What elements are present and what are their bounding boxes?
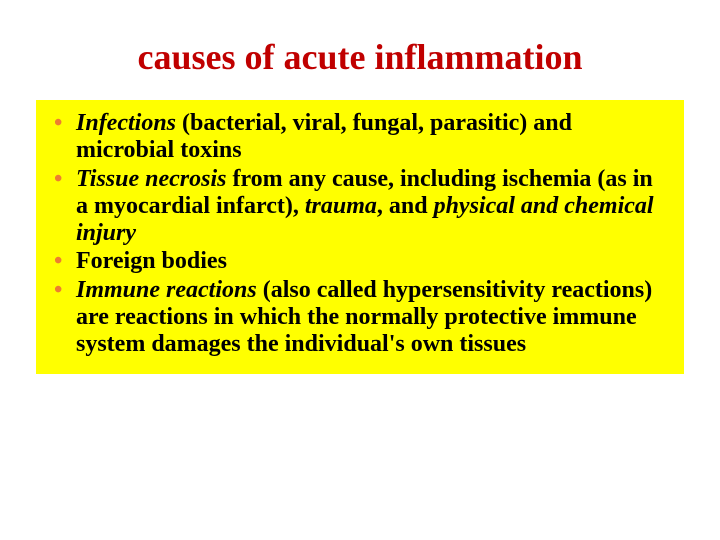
- content-box: Infections (bacterial, viral, fungal, pa…: [36, 100, 684, 374]
- text: , and: [377, 193, 434, 219]
- text-bold-italic: trauma: [305, 193, 377, 219]
- list-item: Tissue necrosis from any cause, includin…: [50, 166, 670, 247]
- slide: causes of acute inflammation Infections …: [0, 0, 720, 540]
- text-bold-italic: Tissue necrosis: [76, 166, 226, 192]
- text-bold-italic: Immune reactions: [76, 277, 257, 303]
- text-bold: Foreign bodies: [76, 248, 227, 274]
- list-item: Infections (bacterial, viral, fungal, pa…: [50, 110, 670, 164]
- text-bold-italic: Infections: [76, 110, 176, 136]
- text: from any cause, including: [226, 166, 502, 192]
- bullet-list: Infections (bacterial, viral, fungal, pa…: [50, 110, 670, 358]
- text-bold: ischemia: [502, 166, 591, 192]
- slide-title: causes of acute inflammation: [0, 0, 720, 100]
- list-item: Foreign bodies: [50, 248, 670, 275]
- list-item: Immune reactions (also called hypersensi…: [50, 277, 670, 358]
